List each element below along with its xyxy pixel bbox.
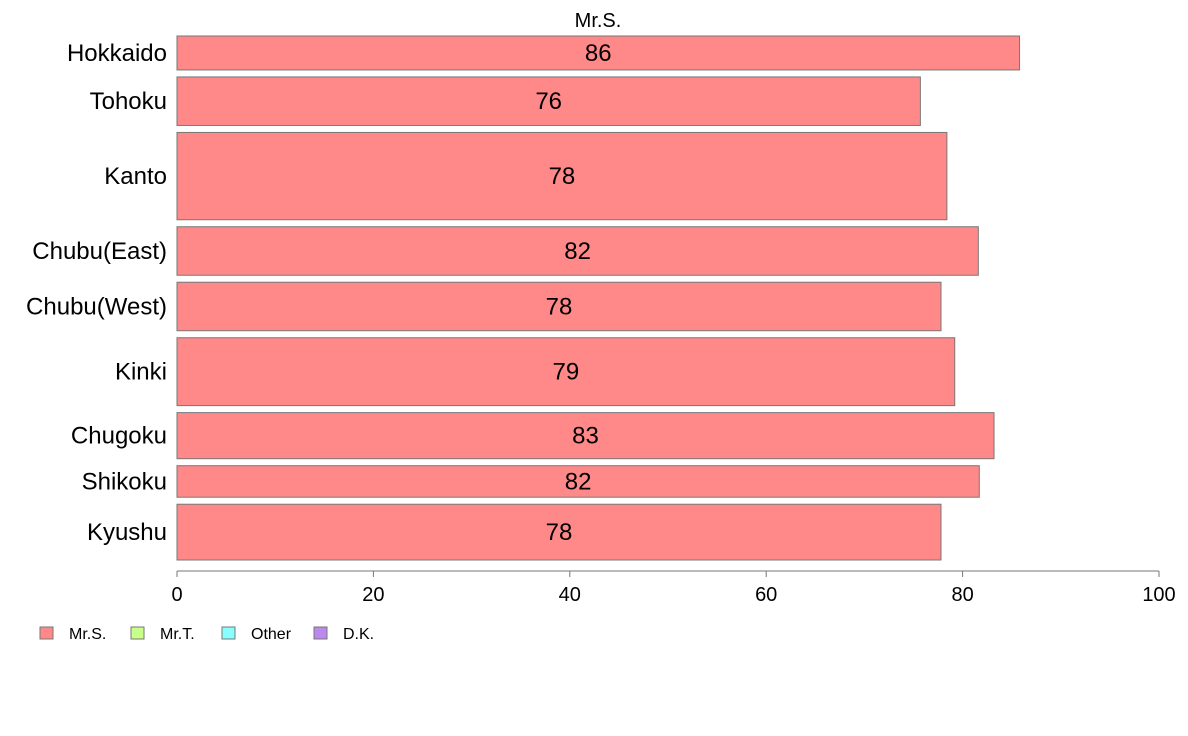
category-label: Chugoku (71, 423, 167, 450)
bar-hokkaido (176, 35, 1021, 71)
category-label: Kinki (115, 359, 167, 386)
bar-chubu-west (176, 281, 942, 332)
legend-label: D.K. (343, 626, 374, 643)
data-label: 78 (546, 519, 573, 546)
category-label: Kyushu (87, 519, 167, 546)
x-axis: 0 20 40 60 80 100 (171, 570, 1176, 606)
x-tick-label: 0 (171, 584, 182, 606)
data-label: 78 (549, 163, 576, 190)
bar-tohoku (176, 76, 921, 126)
category-label: Shikoku (82, 468, 167, 495)
bar-kinki (176, 337, 956, 407)
bar-chubu-east (176, 226, 979, 276)
data-label: 83 (572, 423, 599, 450)
legend-label: Mr.S. (69, 626, 106, 643)
legend-label: Other (251, 626, 292, 643)
legend: Mr.S. Mr.T. Other D.K. (39, 626, 374, 643)
category-label: Hokkaido (67, 40, 167, 67)
legend-label: Mr.T. (160, 626, 195, 643)
data-label: 76 (535, 88, 562, 115)
x-tick-label: 40 (559, 584, 581, 606)
bar-kanto (176, 131, 948, 221)
x-tick-label: 20 (362, 584, 384, 606)
category-label: Kanto (104, 163, 167, 190)
legend-swatch (39, 626, 54, 640)
data-label: 82 (565, 468, 592, 495)
category-label: Chubu(East) (32, 238, 167, 265)
x-tick-label: 60 (755, 584, 777, 606)
bar-shikoku (176, 465, 980, 498)
category-label: Chubu(West) (26, 293, 167, 320)
x-tick-label: 80 (951, 584, 973, 606)
legend-swatch (130, 626, 145, 640)
bar-kyushu (176, 503, 942, 561)
data-label: 86 (585, 40, 612, 67)
chart-title: Mr.S. (575, 10, 622, 32)
legend-swatch (313, 626, 328, 640)
legend-swatch (221, 626, 236, 640)
bar-chugoku (176, 412, 995, 460)
data-label: 78 (546, 293, 573, 320)
category-label: Tohoku (90, 88, 167, 115)
data-label: 82 (564, 238, 591, 265)
x-tick-label: 100 (1142, 584, 1175, 606)
data-label: 79 (553, 359, 580, 386)
bars-group: Hokkaido 86 Tohoku 76 Kanto 78 Chubu(East) 82 Ch… (26, 35, 1021, 561)
